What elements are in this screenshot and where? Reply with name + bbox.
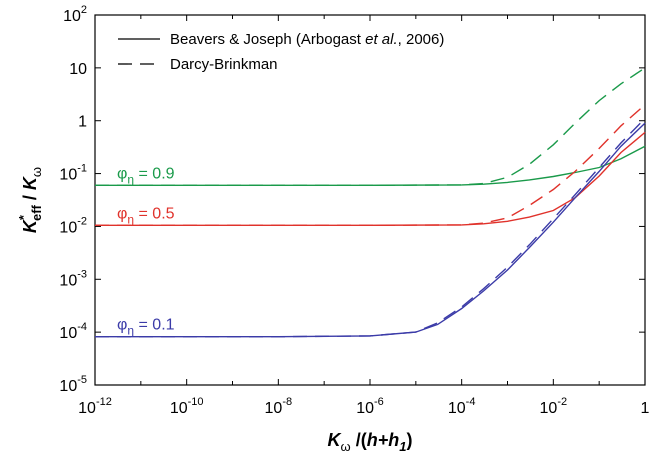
x-tick-label: 10-12	[78, 396, 112, 417]
series-annotation: φη = 0.1	[117, 317, 175, 338]
y-tick-label: 10-1	[59, 163, 87, 184]
series-annotation: φη = 0.9	[117, 165, 175, 186]
series-line-phi-0-1-solid	[95, 122, 646, 338]
series-line-phi-0-5-solid	[95, 131, 646, 227]
x-tick-label: 10-8	[265, 396, 293, 417]
y-tick-label: 1	[78, 114, 87, 131]
series-lines	[95, 67, 646, 338]
x-tick-label: 10-10	[170, 396, 204, 417]
x-axis-title: Kω /(h+h1)	[328, 430, 413, 454]
y-tick-labels: 102 10 1 10-1 10-2 10-3 10-4 10-5	[59, 4, 87, 395]
legend: Beavers & Joseph (Arbogast et al., 2006)…	[118, 31, 444, 73]
y-tick-label: 10-4	[59, 321, 87, 342]
x-tick-label: 10-4	[448, 396, 476, 417]
axis-ticks	[94, 14, 646, 386]
series-line-phi-0-5-dashed	[95, 104, 646, 227]
x-tick-label: 10-2	[540, 396, 568, 417]
y-tick-label: 102	[63, 4, 87, 25]
x-tick-labels: 10-12 10-10 10-8 10-6 10-4 10-2 1	[78, 396, 649, 417]
series-line-phi-0-9-solid	[95, 145, 646, 187]
y-tick-label: 10-2	[59, 215, 87, 236]
series-annotation: φη = 0.5	[117, 205, 175, 226]
x-tick-label: 10-6	[356, 396, 384, 417]
legend-label: Darcy-Brinkman	[170, 56, 278, 73]
x-tick-label: 1	[641, 400, 650, 417]
series-line-phi-0-1-dashed	[95, 118, 646, 338]
y-tick-label: 10-3	[59, 268, 87, 289]
series-annotations: φη = 0.9 φη = 0.5 φη = 0.1	[117, 165, 175, 337]
y-tick-label: 10	[69, 61, 87, 78]
series-line-phi-0-9-dashed	[95, 67, 646, 187]
legend-label: Beavers & Joseph (Arbogast et al., 2006)	[170, 31, 444, 48]
y-axis-title: K*eff / Kω	[16, 167, 44, 233]
y-tick-label: 10-5	[59, 374, 87, 395]
